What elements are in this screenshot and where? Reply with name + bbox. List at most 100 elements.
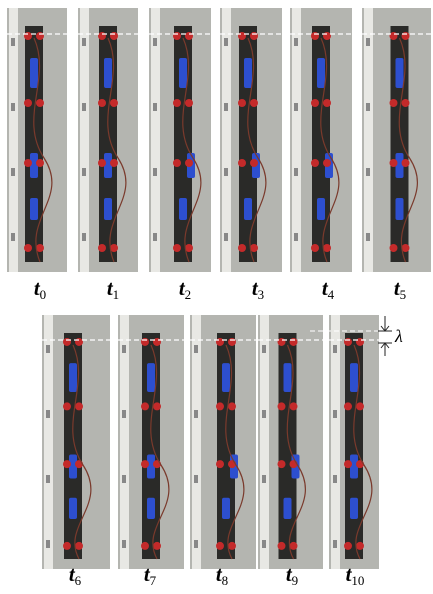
red-joint [36,99,44,107]
ruler-mark [11,38,15,46]
blue-segment [104,198,112,220]
ruler-mark [46,540,50,548]
ruler-mark [122,410,126,418]
ruler-mark [153,103,157,111]
red-joint [63,542,71,550]
ruler-mark [366,168,370,176]
red-joint [311,99,319,107]
ruler-mark [294,168,298,176]
red-joint [311,159,319,167]
ruler-mark [262,540,266,548]
red-joint [216,542,224,550]
photo-frame [78,8,138,272]
photo-frame [42,315,110,569]
ruler-mark [333,475,337,483]
ruler-mark [333,410,337,418]
ruler-mark [11,168,15,176]
red-joint [36,32,44,40]
ruler-mark [224,103,228,111]
blue-segment [222,498,230,519]
red-joint [153,542,161,550]
red-joint [390,32,398,40]
red-joint [110,99,118,107]
ruler-strip [222,8,231,272]
ruler-strip [120,315,129,569]
red-joint [24,159,32,167]
red-joint [75,542,83,550]
ruler-mark [46,475,50,483]
photo-frame [362,8,431,272]
blue-segment [244,198,252,220]
time-label: t5 [394,276,406,302]
time-label: t1 [107,276,119,302]
red-joint [24,244,32,252]
red-joint [278,402,286,410]
ruler-mark [82,233,86,241]
red-joint [24,99,32,107]
red-joint [98,159,106,167]
red-joint [216,338,224,346]
ruler-strip [192,315,201,569]
blue-segment [147,363,155,392]
red-joint [141,402,149,410]
red-joint [216,402,224,410]
red-joint [278,460,286,468]
time-index: 8 [222,573,229,588]
blue-segment [396,58,404,88]
red-joint [356,338,364,346]
time-index: 5 [400,287,407,302]
ruler-mark [294,103,298,111]
ruler-mark [122,540,126,548]
red-joint [173,32,181,40]
blue-segment [350,363,358,392]
ruler-mark [153,233,157,241]
red-joint [185,99,193,107]
red-joint [24,32,32,40]
ruler-mark [11,233,15,241]
time-index: 2 [185,287,192,302]
red-joint [63,460,71,468]
red-joint [141,542,149,550]
ruler-mark [366,103,370,111]
red-joint [290,338,298,346]
red-joint [63,402,71,410]
red-joint [390,244,398,252]
blue-segment [284,498,292,519]
ruler-mark [194,475,198,483]
time-index: 9 [292,573,299,588]
red-joint [153,402,161,410]
time-label: t2 [179,276,191,302]
ruler-mark [333,540,337,548]
time-index: 6 [75,573,82,588]
ruler-strip [151,8,160,272]
red-joint [98,99,106,107]
blue-segment [69,498,77,519]
red-joint [402,159,410,167]
ruler-strip [292,8,301,272]
red-joint [98,32,106,40]
red-joint [216,460,224,468]
ruler-mark [194,410,198,418]
ruler-strip [260,315,269,569]
red-joint [356,402,364,410]
ruler-mark [366,233,370,241]
blue-segment [284,363,292,392]
ruler-mark [122,345,126,353]
time-index: 7 [150,573,157,588]
blue-segment [30,198,38,220]
red-joint [290,542,298,550]
red-joint [238,159,246,167]
ruler-strip [9,8,18,272]
red-joint [141,460,149,468]
figure: t0t1t2t3t4t5t6t7t8t9t10 λ [0,0,433,594]
red-joint [153,338,161,346]
ruler-strip [44,315,53,569]
blue-segment [396,153,404,178]
blue-segment [222,363,230,392]
blue-segment [244,58,252,88]
time-index: 3 [258,287,265,302]
ruler-mark [194,345,198,353]
red-joint [323,159,331,167]
red-joint [238,32,246,40]
ruler-mark [262,475,266,483]
